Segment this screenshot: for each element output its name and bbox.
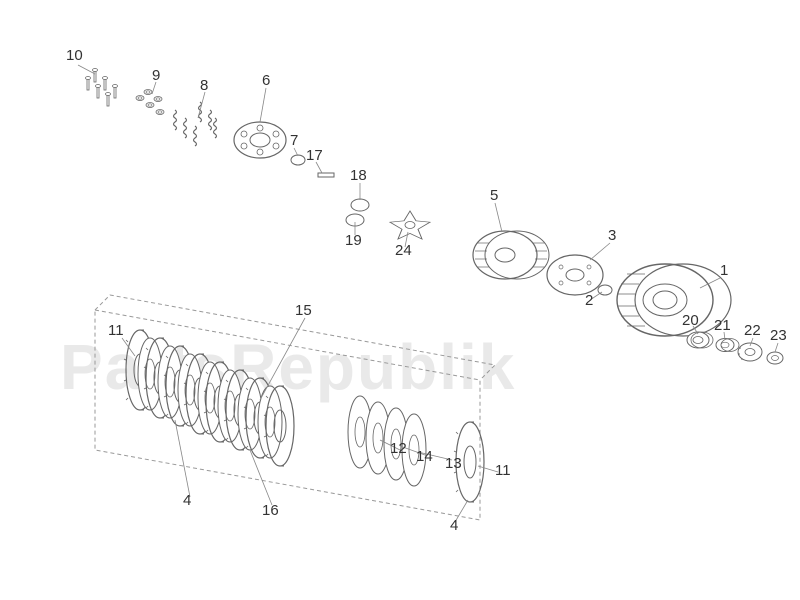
callout-10: 10	[66, 47, 83, 64]
callout-1: 1	[720, 262, 728, 279]
thrust-plate	[547, 255, 603, 295]
end-discs	[348, 396, 426, 486]
callout-12: 12	[390, 440, 407, 457]
callout-16: 16	[262, 502, 279, 519]
springs-group	[174, 102, 217, 146]
ring-7	[291, 155, 305, 165]
callout-18: 18	[350, 167, 367, 184]
pressure-plate	[234, 122, 286, 158]
parts-drawing	[0, 0, 800, 600]
callout-5: 5	[490, 187, 498, 204]
pin-17	[318, 173, 334, 177]
callout-15: 15	[295, 302, 312, 319]
callout-4a: 4	[183, 492, 191, 509]
callout-23: 23	[770, 327, 787, 344]
callout-21: 21	[714, 317, 731, 334]
clutch-hub	[473, 231, 549, 279]
washers-group	[136, 90, 164, 115]
exploded-diagram: PartsRepublik	[0, 0, 800, 600]
screws-group	[86, 69, 118, 107]
callout-9: 9	[152, 67, 160, 84]
star-plate	[390, 211, 430, 239]
callout-17: 17	[306, 147, 323, 164]
callout-4b: 4	[450, 517, 458, 534]
callout-11a: 11	[108, 322, 124, 339]
callout-13: 13	[445, 455, 462, 472]
callout-20: 20	[682, 312, 699, 329]
spacer-21	[716, 339, 739, 352]
callout-19: 19	[345, 232, 362, 249]
callout-14: 14	[416, 448, 433, 465]
callout-11b: 11	[495, 462, 511, 479]
washer-23	[767, 352, 783, 364]
callout-3: 3	[608, 227, 616, 244]
ring-18	[351, 199, 369, 211]
bearing-20	[687, 332, 713, 348]
callout-2: 2	[585, 292, 593, 309]
callout-7: 7	[290, 132, 298, 149]
callout-24: 24	[395, 242, 412, 259]
callout-8: 8	[200, 77, 208, 94]
callout-6: 6	[262, 72, 270, 89]
callout-22: 22	[744, 322, 761, 339]
disc-stack	[124, 330, 294, 466]
